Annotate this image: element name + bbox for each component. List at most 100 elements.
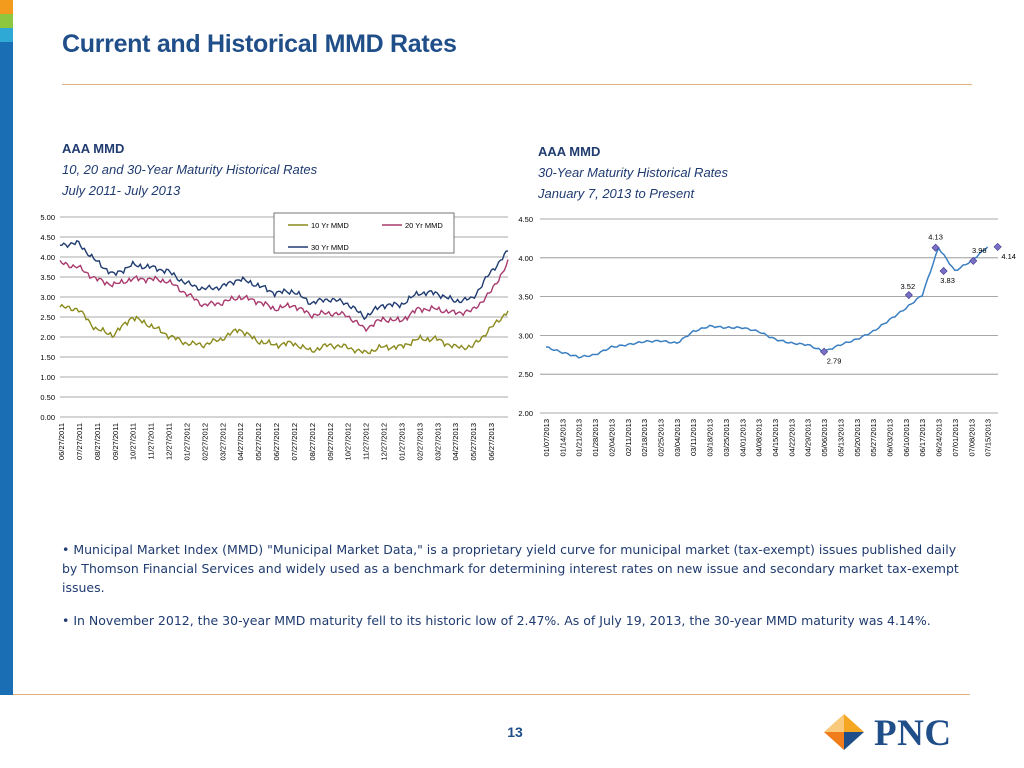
thirty-year-mmd-chart: 2.00 2.50 3.00 3.50 4.00 4.50 01/07/2013 01/14/… (518, 215, 1016, 457)
x-tick-label: 10/27/2011 (129, 423, 138, 460)
x-tick-label: 10/27/2012 (344, 423, 353, 461)
y-tick-label: 4.00 (40, 253, 55, 262)
x-tick-label: 04/29/2013 (804, 419, 813, 457)
note-mmd-definition: • Municipal Market Index (MMD) "Municipa… (62, 542, 959, 595)
series-line-10-yr-mmd (59, 303, 509, 355)
x-tick-label: 02/27/2012 (200, 423, 209, 461)
y-tick-label: 3.00 (40, 293, 55, 302)
side-accent-bar (0, 0, 13, 695)
x-tick-label: 04/27/2012 (236, 423, 245, 461)
left-chart-title: AAA MMD (62, 141, 125, 156)
x-tick-label: 07/15/2013 (984, 419, 993, 457)
legend-item: 10 Yr MMD (311, 221, 349, 230)
data-marker (820, 347, 829, 356)
x-tick-label: 01/27/2012 (182, 423, 191, 461)
x-tick-label: 05/27/2013 (469, 423, 478, 461)
x-tick-label: 04/08/2013 (755, 419, 764, 457)
side-accent-teal (0, 28, 13, 42)
x-tick-label: 09/27/2012 (326, 423, 335, 461)
right-chart-title: AAA MMD (538, 144, 601, 159)
y-tick-label: 3.50 (40, 273, 55, 282)
y-tick-label: 3.00 (518, 331, 533, 340)
left-chart-subtitle: 10, 20 and 30-Year Maturity Historical R… (62, 162, 318, 177)
x-tick-label: 07/01/2013 (951, 419, 960, 457)
y-tick-label: 2.50 (40, 313, 55, 322)
legend-item: 20 Yr MMD (405, 221, 443, 230)
y-tick-label: 0.00 (40, 413, 55, 422)
data-label: 3.96 (972, 246, 987, 255)
x-tick-label: 05/06/2013 (820, 419, 829, 457)
side-accent-orange (0, 0, 13, 14)
x-tick-label: 04/01/2013 (738, 419, 747, 457)
y-tick-label: 2.00 (518, 409, 533, 418)
data-label: 3.83 (940, 276, 955, 285)
series-line-30yr (545, 246, 989, 359)
x-tick-label: 06/17/2013 (918, 419, 927, 457)
x-tick-label: 12/27/2011 (165, 423, 174, 460)
historical-mmd-chart: 0.00 0.50 1.00 1.50 2.00 2.50 3.00 3.50 4.00 4.50… (40, 212, 509, 461)
data-marker (993, 242, 1002, 251)
x-tick-label: 02/27/2013 (415, 423, 424, 461)
page-title: Current and Historical MMD Rates (62, 30, 457, 58)
series-line-20-yr-mmd (59, 259, 509, 333)
x-tick-label: 01/07/2013 (542, 419, 551, 457)
y-tick-label: 4.00 (518, 254, 533, 263)
y-tick-label: 1.50 (40, 353, 55, 362)
x-tick-label: 11/27/2012 (362, 423, 371, 460)
title-divider (62, 84, 972, 85)
x-tick-label: 07/27/2011 (75, 423, 84, 460)
chart-legend: 10 Yr MMD 20 Yr MMD 30 Yr MMD (273, 212, 455, 254)
x-tick-label: 03/25/2013 (722, 419, 731, 457)
x-tick-label: 06/24/2013 (935, 419, 944, 457)
x-tick-label: 01/27/2013 (397, 423, 406, 461)
y-tick-label: 5.00 (40, 213, 55, 222)
x-tick-label: 01/28/2013 (591, 419, 600, 457)
left-chart-header: AAA MMD 10, 20 and 30-Year Maturity Hist… (62, 138, 317, 201)
x-tick-label: 06/03/2013 (886, 419, 895, 457)
x-tick-label: 08/27/2011 (93, 423, 102, 460)
notes-section: • Municipal Market Index (MMD) "Municipa… (62, 540, 962, 644)
data-marker (931, 243, 940, 252)
data-marker (904, 291, 913, 300)
pnc-logo-text: PNC (874, 713, 952, 754)
x-tick-label: 06/27/2013 (487, 423, 496, 461)
side-accent-green (0, 14, 13, 28)
y-tick-label: 4.50 (40, 233, 55, 242)
footer-divider (13, 694, 970, 695)
x-tick-label: 08/27/2012 (308, 423, 317, 461)
x-tick-label: 03/18/2013 (706, 419, 715, 457)
x-tick-label: 11/27/2011 (147, 423, 156, 459)
x-tick-label: 02/11/2013 (624, 419, 633, 456)
data-label: 2.79 (827, 357, 842, 366)
pnc-logo-icon (824, 714, 864, 750)
x-tick-label: 01/14/2013 (558, 419, 567, 457)
data-marker (939, 266, 948, 276)
data-marker (969, 256, 978, 265)
x-tick-label: 02/18/2013 (640, 419, 649, 457)
left-chart-daterange: July 2011- July 2013 (62, 183, 181, 198)
x-tick-label: 06/27/2011 (57, 423, 66, 460)
x-tick-label: 04/22/2013 (787, 419, 796, 457)
pnc-logo: PNC (822, 712, 972, 754)
x-tick-label: 02/04/2013 (607, 419, 616, 457)
x-tick-label: 09/27/2011 (111, 423, 120, 460)
x-tick-label: 05/13/2013 (836, 419, 845, 457)
series-line-30-yr-mmd (59, 240, 509, 321)
right-chart-subtitle: 30-Year Maturity Historical Rates (538, 165, 729, 180)
y-tick-label: 2.50 (518, 370, 533, 379)
y-tick-label: 3.50 (518, 293, 533, 302)
data-label: 4.14 (1001, 252, 1016, 261)
x-tick-label: 03/11/2013 (689, 419, 698, 456)
x-tick-label: 05/27/2013 (869, 419, 878, 457)
legend-item: 30 Yr MMD (311, 243, 349, 252)
x-tick-label: 02/25/2013 (657, 419, 666, 457)
x-tick-label: 07/27/2012 (290, 423, 299, 461)
x-tick-label: 03/27/2012 (218, 423, 227, 461)
x-tick-label: 04/27/2013 (451, 423, 460, 461)
x-tick-label: 06/10/2013 (902, 419, 911, 457)
x-tick-label: 03/04/2013 (673, 419, 682, 457)
x-tick-label: 04/15/2013 (771, 419, 780, 457)
x-tick-label: 12/27/2012 (380, 423, 389, 461)
right-chart-header: AAA MMD 30-Year Maturity Historical Rate… (538, 141, 728, 204)
y-tick-label: 0.50 (40, 393, 55, 402)
